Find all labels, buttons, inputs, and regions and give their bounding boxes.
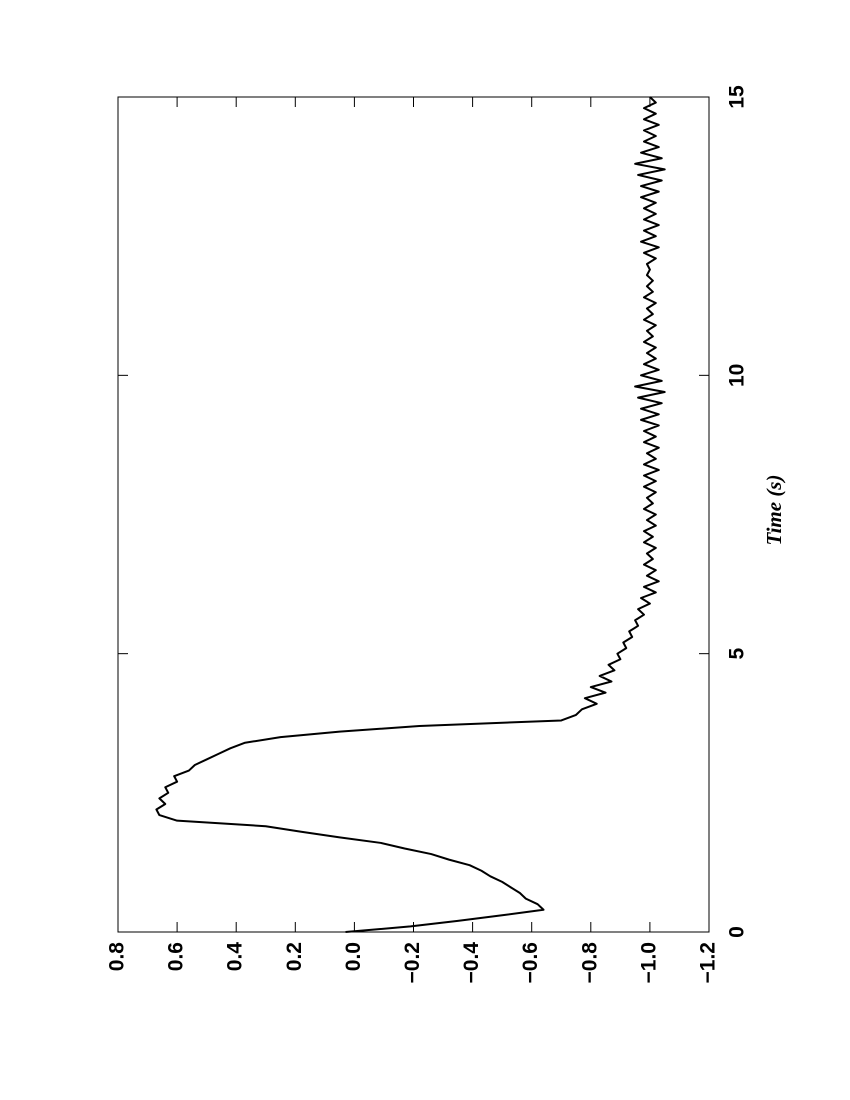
y-tick-label: 0.2 (283, 942, 306, 971)
x-tick-label: 0 (726, 926, 749, 938)
data-line (155, 96, 666, 933)
x-tick-label: 5 (726, 648, 749, 660)
y-tick-label: −1.0 (637, 942, 660, 983)
x-tick-label: 10 (726, 364, 749, 387)
y-tick-label: 0.8 (106, 942, 129, 972)
plot-frame (117, 96, 710, 933)
y-tick-label: −0.4 (460, 942, 483, 984)
y-tick-label: 0.6 (165, 942, 188, 971)
x-tick-label: 15 (726, 85, 749, 109)
y-tick-label: 0.4 (224, 942, 247, 972)
y-tick-label: −0.2 (401, 942, 424, 983)
y-tick-label: 0.0 (342, 942, 365, 971)
y-tick-label: −0.8 (578, 942, 601, 984)
y-tick-label: −1.2 (697, 942, 720, 983)
x-axis-label: Time (s) (762, 475, 786, 546)
y-tick-label: −0.6 (519, 942, 542, 983)
